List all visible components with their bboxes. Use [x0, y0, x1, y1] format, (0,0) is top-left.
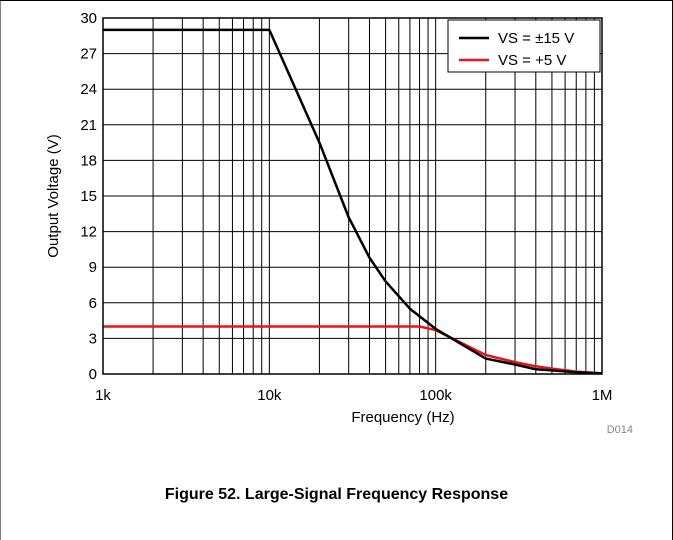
y-tick-label: 27 [80, 46, 97, 63]
series-line-0 [103, 28, 603, 375]
y-tick-label: 9 [89, 259, 97, 276]
y-tick-label: 0 [89, 366, 97, 383]
y-tick-label: 21 [80, 117, 97, 134]
legend-box [447, 19, 601, 73]
plot-area-border [102, 17, 603, 375]
x-axis-label: Frequency (Hz) [351, 409, 454, 426]
figure-code: D014 [607, 424, 633, 436]
x-tick-label: 1k [95, 387, 111, 404]
y-tick-label: 30 [80, 10, 97, 27]
legend-entry-1: VS = +5 V [498, 52, 566, 69]
x-tick-label: 1M [592, 387, 613, 404]
figure-caption: Figure 52. Large-Signal Frequency Respon… [164, 486, 509, 503]
y-tick-label: 18 [80, 152, 97, 169]
y-tick-label: 12 [80, 224, 97, 241]
y-tick-labels: 0 3 6 9 12 15 18 21 24 27 30 [80, 10, 97, 383]
x-tick-labels: 1k 10k 100k 1M [95, 387, 612, 404]
y-tick-label: 6 [89, 295, 97, 312]
series-group [103, 28, 603, 375]
x-tick-label: 10k [257, 387, 282, 404]
y-tick-label: 3 [89, 330, 97, 347]
y-tick-label: 24 [80, 81, 97, 98]
legend-entry-0: VS = ±15 V [498, 30, 574, 47]
y-tick-label: 15 [80, 188, 97, 205]
x-tick-label: 100k [419, 387, 452, 404]
legend: VS = ±15 V VS = +5 V [447, 19, 601, 73]
y-axis-label: Output Voltage (V) [45, 134, 62, 257]
